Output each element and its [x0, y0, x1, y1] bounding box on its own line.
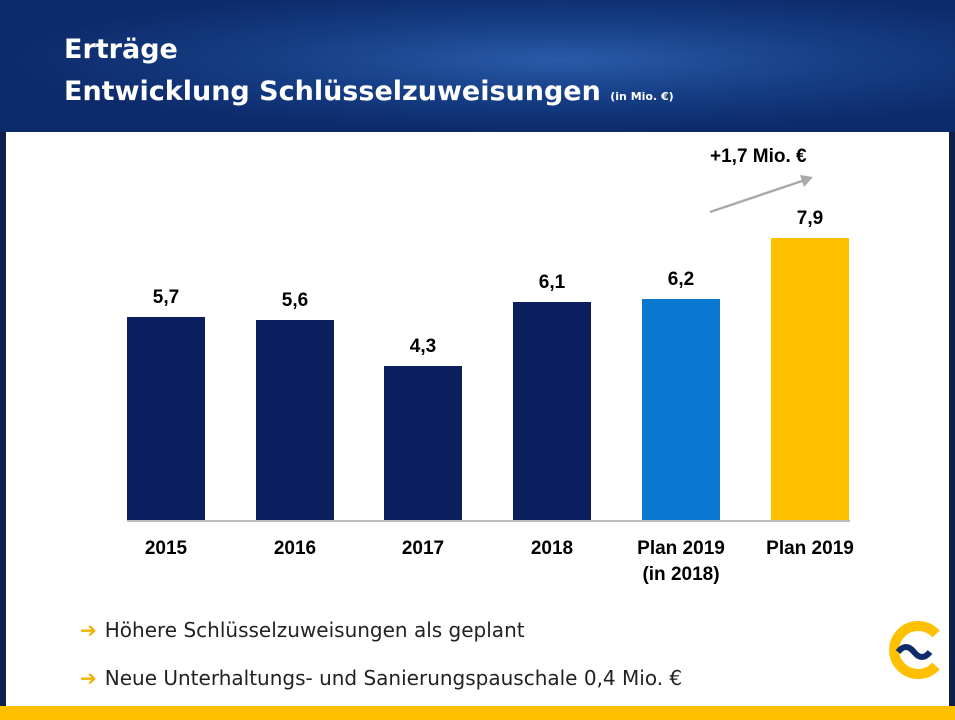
- bar: [127, 316, 205, 520]
- bar: [513, 302, 591, 520]
- subtitle-text: Entwicklung Schlüsselzuweisungen: [64, 76, 601, 107]
- annotation: +1,7 Mio. €: [710, 146, 807, 167]
- value-label: 6,2: [667, 268, 695, 290]
- x-tick-label: 2017: [401, 538, 445, 559]
- bullet-text: Neue Unterhaltungs- und Sanierungspausch…: [104, 666, 683, 690]
- x-tick-label: 2016: [273, 538, 317, 559]
- value-label: 5,6: [281, 290, 309, 312]
- x-tick-label: Plan 2019: [766, 538, 854, 559]
- unit: (in Mio. €): [610, 90, 674, 103]
- x-tick-label: Plan 2019 (in 2018): [637, 538, 725, 585]
- right-border: [949, 132, 955, 707]
- left-border: [0, 132, 6, 707]
- header: [0, 0, 955, 132]
- bullet-text: Höhere Schlüsselzuweisungen als geplant: [104, 618, 525, 642]
- value-label: 4,3: [409, 336, 437, 358]
- value-label: 5,7: [152, 286, 180, 308]
- subtitle: Entwicklung Schlüsselzuweisungen (in Mio…: [64, 76, 674, 107]
- bullet: ➔ Neue Unterhaltungs- und Sanierungspausc…: [80, 666, 683, 690]
- x-tick-label: 2018: [530, 538, 574, 559]
- logo: [889, 621, 940, 679]
- bar: [771, 237, 849, 520]
- title: Erträge: [64, 34, 178, 65]
- value-label: 7,9: [796, 207, 824, 229]
- bar: [256, 320, 334, 520]
- footer-band: [0, 706, 955, 720]
- bar: [642, 298, 720, 520]
- value-label: 6,1: [538, 272, 566, 294]
- axis-line: [127, 520, 850, 522]
- bar: [384, 366, 462, 520]
- trend-arrow: [709, 175, 813, 214]
- x-tick-label: 2015: [144, 538, 188, 559]
- bullet: ➔ Höhere Schlüsselzuweisungen als geplant: [80, 618, 525, 642]
